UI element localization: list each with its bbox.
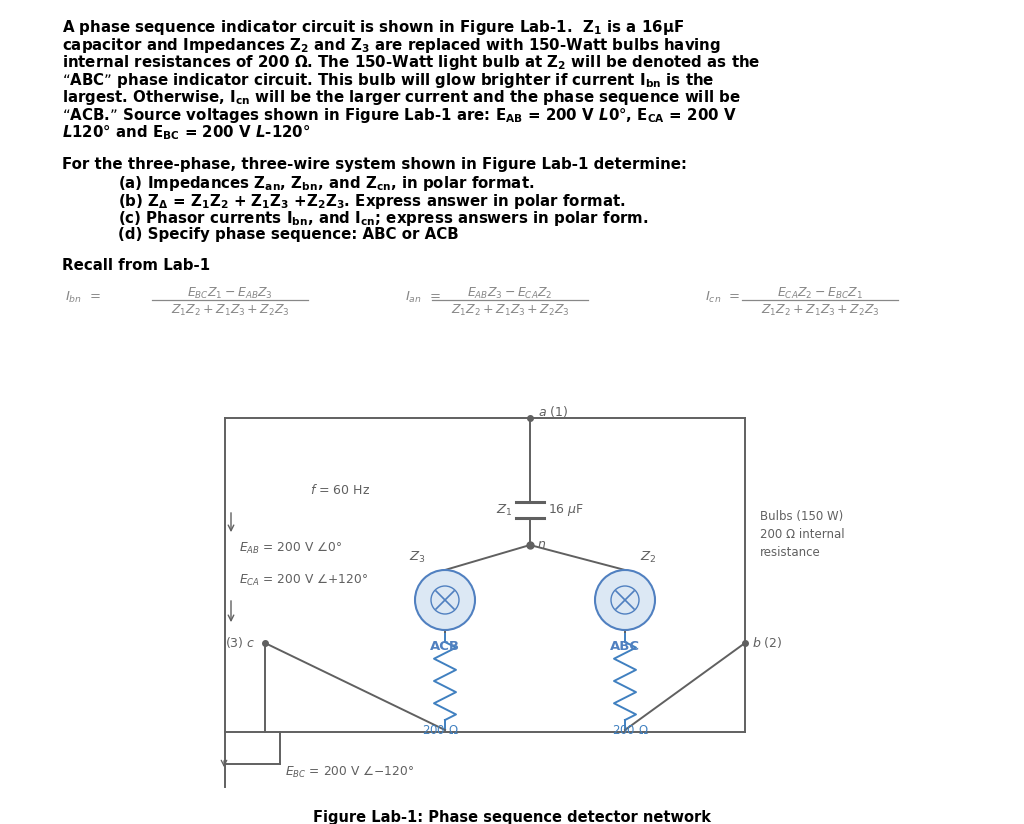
Circle shape [415,570,475,630]
Text: $E_{BC}Z_1 - E_{AB}Z_3$: $E_{BC}Z_1 - E_{AB}Z_3$ [187,285,273,301]
Text: $a$ (1): $a$ (1) [538,404,568,419]
Text: (a) Impedances $\mathbf{Z_{an}}$, $\mathbf{Z_{bn}}$, and $\mathbf{Z_{cn}}$, in p: (a) Impedances $\mathbf{Z_{an}}$, $\math… [118,174,535,193]
Text: $I_{bn}$  =: $I_{bn}$ = [65,290,101,305]
Text: A phase sequence indicator circuit is shown in Figure Lab-1.  $\mathbf{Z_1}$ is : A phase sequence indicator circuit is sh… [62,18,684,37]
Text: $Z_2$: $Z_2$ [640,550,656,564]
Text: $f$ = 60 Hz: $f$ = 60 Hz [310,483,370,497]
Text: (3) $c$: (3) $c$ [224,635,255,650]
Text: ABC: ABC [610,640,640,653]
Text: Figure Lab-1: Phase sequence detector network: Figure Lab-1: Phase sequence detector ne… [313,810,711,824]
Circle shape [595,570,655,630]
Text: “ACB.” Source voltages shown in Figure Lab-1 are: $\mathbf{E_{AB}}$ = 200 V $\bo: “ACB.” Source voltages shown in Figure L… [62,105,736,124]
Text: $I_{cn}$  =: $I_{cn}$ = [705,290,740,305]
Text: $E_{CA}Z_2 - E_{BC}Z_1$: $E_{CA}Z_2 - E_{BC}Z_1$ [777,285,863,301]
Text: capacitor and Impedances $\mathbf{Z_2}$ and $\mathbf{Z_3}$ are replaced with 150: capacitor and Impedances $\mathbf{Z_2}$ … [62,35,721,54]
Text: $I_{an}$  =: $I_{an}$ = [406,290,441,305]
Text: (b) $\mathbf{Z_\Delta}$ = $\mathbf{Z_1Z_2}$ + $\mathbf{Z_1Z_3}$ +$\mathbf{Z_2Z_3: (b) $\mathbf{Z_\Delta}$ = $\mathbf{Z_1Z_… [118,191,626,210]
Text: $n$: $n$ [537,539,546,551]
Text: 16 $\mu$F: 16 $\mu$F [548,502,585,518]
Text: $E_{AB}$ = 200 V $\angle$0°: $E_{AB}$ = 200 V $\angle$0° [239,541,342,555]
Text: $b$ (2): $b$ (2) [752,635,782,650]
Text: Recall from Lab-1: Recall from Lab-1 [62,258,210,273]
Text: ACB: ACB [430,640,460,653]
Text: $E_{AB}Z_3 - E_{CA}Z_2$: $E_{AB}Z_3 - E_{CA}Z_2$ [467,285,553,301]
Text: Bulbs (150 W)
200 Ω internal
resistance: Bulbs (150 W) 200 Ω internal resistance [760,510,845,559]
Text: $E_{CA}$ = 200 V $\angle$+120°: $E_{CA}$ = 200 V $\angle$+120° [239,573,368,588]
Text: 200 $\Omega$: 200 $\Omega$ [611,724,648,737]
Text: internal resistances of 200 Ω. The 150-Watt light bulb at $\mathbf{Z_2}$ will be: internal resistances of 200 Ω. The 150-W… [62,53,761,72]
Text: largest. Otherwise, $\mathbf{I_{cn}}$ will be the larger current and the phase s: largest. Otherwise, $\mathbf{I_{cn}}$ wi… [62,88,740,107]
Text: For the three-phase, three-wire system shown in Figure Lab-1 determine:: For the three-phase, three-wire system s… [62,157,687,171]
Text: (d) Specify phase sequence: ABC or ACB: (d) Specify phase sequence: ABC or ACB [118,227,459,241]
Text: “ABC” phase indicator circuit. This bulb will glow brighter if current $\mathbf{: “ABC” phase indicator circuit. This bulb… [62,71,715,90]
Text: $Z_1Z_2 + Z_1Z_3 + Z_2Z_3$: $Z_1Z_2 + Z_1Z_3 + Z_2Z_3$ [171,302,290,317]
Text: $\boldsymbol{L}$120° and $\mathbf{E_{BC}}$ = 200 V $\boldsymbol{L}$-120°: $\boldsymbol{L}$120° and $\mathbf{E_{BC}… [62,123,310,142]
Text: $Z_1Z_2 + Z_1Z_3 + Z_2Z_3$: $Z_1Z_2 + Z_1Z_3 + Z_2Z_3$ [451,302,569,317]
Text: (c) Phasor currents $\mathbf{I_{bn}}$, and $\mathbf{I_{cn}}$; express answers in: (c) Phasor currents $\mathbf{I_{bn}}$, a… [118,209,648,228]
Text: 200 $\Omega$: 200 $\Omega$ [422,724,459,737]
Text: $E_{BC}$ = 200 V $\angle$$-$120°: $E_{BC}$ = 200 V $\angle$$-$120° [285,765,414,780]
Text: $Z_1$: $Z_1$ [496,503,512,517]
Text: $Z_3$: $Z_3$ [409,550,425,564]
Text: $Z_1Z_2 + Z_1Z_3 + Z_2Z_3$: $Z_1Z_2 + Z_1Z_3 + Z_2Z_3$ [761,302,880,317]
